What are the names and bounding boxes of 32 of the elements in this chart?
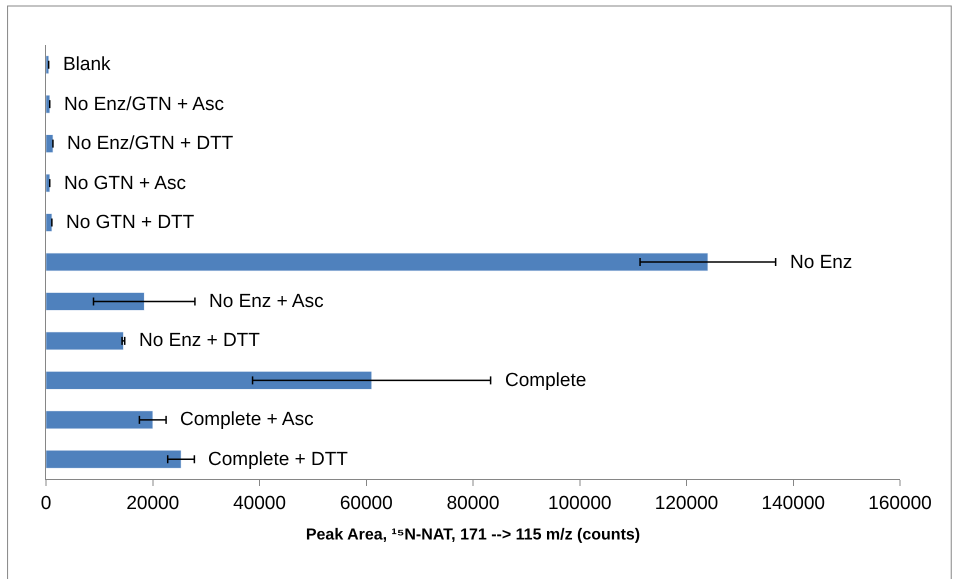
bar (46, 174, 50, 192)
y-tick-label: No Enz (790, 252, 852, 273)
y-tick-label: No GTN + DTT (66, 212, 195, 233)
x-tick-label: 100000 (548, 492, 612, 514)
x-tick-label: 160000 (868, 492, 932, 514)
y-tick-label: No Enz + DTT (139, 330, 260, 351)
bar (46, 134, 54, 153)
x-tick-label: 140000 (762, 492, 825, 514)
y-tick-label: No GTN + Asc (64, 173, 186, 194)
bar (46, 292, 144, 311)
y-tick-label: Blank (63, 54, 112, 75)
x-axis-title: Peak Area, ¹⁵N-NAT, 171 --> 115 m/z (counts) (306, 526, 640, 544)
bar (46, 371, 372, 390)
bar (46, 410, 153, 429)
y-tick-label: Complete + DTT (208, 449, 348, 470)
y-tick-label: Complete (505, 370, 586, 391)
y-tick-label: Complete + Asc (180, 409, 314, 430)
y-tick-label: No Enz/GTN + DTT (67, 133, 234, 154)
bar (46, 332, 124, 350)
x-tick-label: 0 (40, 492, 52, 514)
bar (46, 450, 182, 468)
x-tick-label: 80000 (446, 492, 500, 514)
y-tick-label: No Enz/GTN + Asc (64, 94, 224, 115)
x-tick-label: 60000 (340, 492, 393, 514)
y-tick-label: No Enz + Asc (209, 291, 324, 312)
x-tick-label: 40000 (233, 492, 286, 514)
bar (46, 56, 49, 74)
bar (46, 252, 708, 272)
x-tick-label: 20000 (126, 492, 180, 514)
bar (46, 213, 52, 232)
x-tick-label: 120000 (654, 492, 718, 514)
bar (46, 95, 50, 114)
